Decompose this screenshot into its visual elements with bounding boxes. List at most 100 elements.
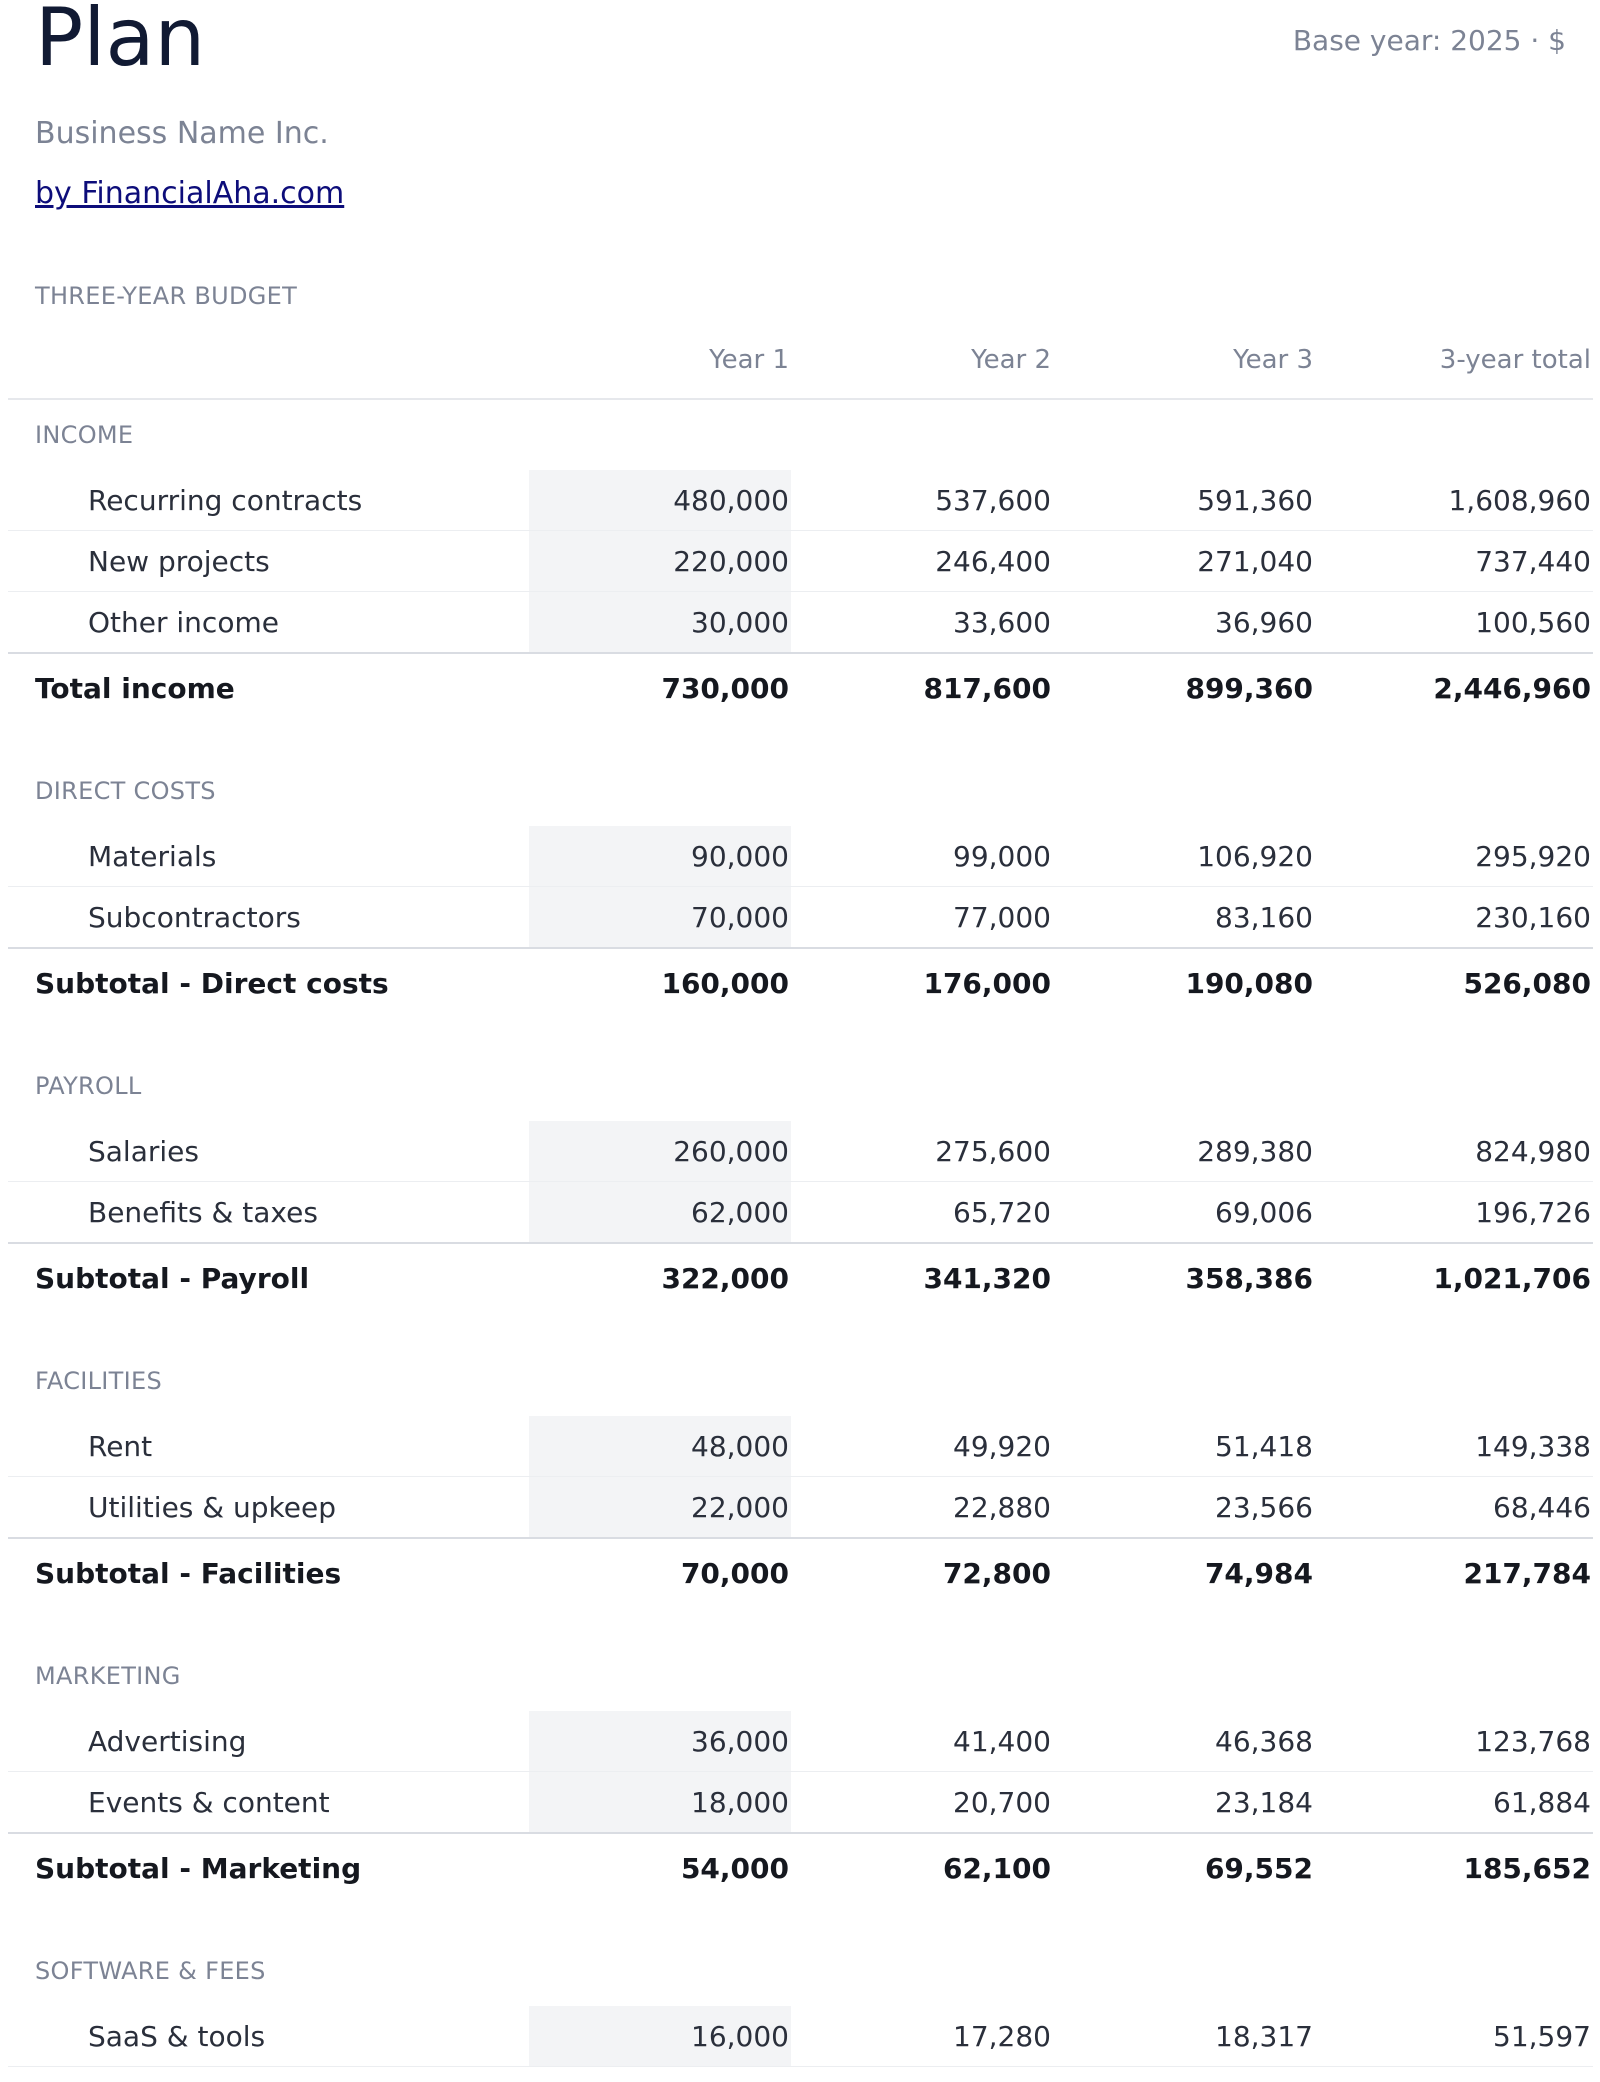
section-header-row: PAYROLL: [8, 1051, 1593, 1121]
cell-total: 68,446: [1493, 1490, 1591, 1524]
table-row: Benefits & taxes 62,000 65,720 69,006 196,72…: [8, 1182, 1593, 1244]
section-spacer: [8, 1607, 1593, 1641]
section-header: DIRECT COSTS: [35, 777, 216, 805]
cell-year-1[interactable]: 90,000: [529, 826, 791, 886]
section-header: PAYROLL: [35, 1072, 142, 1100]
cell-total: 1,608,960: [1448, 483, 1591, 517]
subtotal-label: Total income: [35, 671, 235, 705]
subtotal-total: 1,021,706: [1433, 1261, 1591, 1295]
row-label: Advertising: [88, 1724, 247, 1758]
section-spacer: [8, 1312, 1593, 1346]
subtotal-year-1: 160,000: [661, 966, 789, 1000]
cell-year-2: 20,700: [953, 1785, 1051, 1819]
byline-link[interactable]: by FinancialAha.com: [35, 176, 345, 211]
cell-year-3: 51,418: [1215, 1429, 1313, 1463]
table-row: Salaries 260,000 275,600 289,380 824,980: [8, 1121, 1593, 1182]
table-row: Events & content 18,000 20,700 23,184 61,884: [8, 1772, 1593, 1834]
cell-total: 61,884: [1493, 1785, 1591, 1819]
section-header-row: SOFTWARE & FEES: [8, 1936, 1593, 2006]
cell-year-2: 537,600: [935, 483, 1051, 517]
cell-total: 100,560: [1475, 605, 1591, 639]
subtotal-label: Subtotal - Marketing: [35, 1851, 362, 1885]
base-year-label: Base year: 2025 · $: [1292, 24, 1566, 57]
cell-year-1[interactable]: 30,000: [529, 592, 791, 652]
subtotal-label: Subtotal - Facilities: [35, 1556, 342, 1590]
cell-year-3: 36,960: [1215, 605, 1313, 639]
cell-year-1[interactable]: 22,000: [529, 1477, 791, 1537]
cell-year-1[interactable]: 62,000: [529, 1182, 791, 1242]
cell-year-2: 41,400: [953, 1724, 1051, 1758]
cell-year-1[interactable]: 220,000: [529, 531, 791, 591]
cell-year-3: 271,040: [1197, 544, 1313, 578]
table-caption: THREE-YEAR BUDGET: [35, 282, 298, 310]
table-row: Utilities & upkeep 22,000 22,880 23,566 68,4…: [8, 1477, 1593, 1539]
subtotal-year-3: 358,386: [1185, 1261, 1313, 1295]
cell-year-1[interactable]: 16,000: [529, 2006, 791, 2066]
column-header-year-3: Year 3: [1233, 345, 1313, 375]
cell-year-3: 23,184: [1215, 1785, 1313, 1819]
cell-total: 737,440: [1475, 544, 1591, 578]
section-spacer: [8, 722, 1593, 756]
row-label: Rent: [88, 1429, 153, 1463]
row-label: Utilities & upkeep: [88, 1490, 336, 1524]
subtotal-total: 185,652: [1463, 1851, 1591, 1885]
table-row: Materials 90,000 99,000 106,920 295,920: [8, 826, 1593, 887]
row-label: Benefits & taxes: [88, 1195, 318, 1229]
page-title: Plan: [35, 0, 206, 84]
subtotal-year-2: 817,600: [923, 671, 1051, 705]
cell-year-2: 275,600: [935, 1134, 1051, 1168]
table-header-row: Year 1 Year 2 Year 3 3-year total: [8, 322, 1593, 400]
row-label: Recurring contracts: [88, 483, 363, 517]
section-header-row: FACILITIES: [8, 1346, 1593, 1416]
cell-year-3: 23,566: [1215, 1490, 1313, 1524]
table-body: INCOME Recurring contracts 480,000 537,600 5…: [8, 400, 1593, 2067]
row-label: Materials: [88, 839, 217, 873]
table-row: Rent 48,000 49,920 51,418 149,338: [8, 1416, 1593, 1477]
subtotal-year-3: 74,984: [1204, 1556, 1313, 1590]
section-spacer: [8, 1902, 1593, 1936]
cell-year-1[interactable]: 18,000: [529, 1772, 791, 1832]
cell-year-3: 69,006: [1215, 1195, 1313, 1229]
cell-year-3: 46,368: [1215, 1724, 1313, 1758]
cell-year-1[interactable]: 260,000: [529, 1121, 791, 1181]
section-header-row: MARKETING: [8, 1641, 1593, 1711]
cell-total: 230,160: [1475, 900, 1591, 934]
subtotal-label: Subtotal - Payroll: [35, 1261, 310, 1295]
subtotal-row: Total income 730,000 817,600 899,360 2,446,9…: [8, 654, 1593, 722]
column-header-year-2: Year 2: [971, 345, 1051, 375]
cell-year-1[interactable]: 48,000: [529, 1416, 791, 1476]
row-label: SaaS & tools: [88, 2019, 266, 2053]
cell-year-2: 17,280: [953, 2019, 1051, 2053]
table-row: New projects 220,000 246,400 271,040 737,440: [8, 531, 1593, 592]
cell-year-3: 18,317: [1215, 2019, 1313, 2053]
cell-year-2: 77,000: [953, 900, 1051, 934]
cell-year-2: 49,920: [953, 1429, 1051, 1463]
section-header: SOFTWARE & FEES: [35, 1957, 266, 1985]
cell-year-1[interactable]: 70,000: [529, 887, 791, 947]
cell-year-3: 106,920: [1197, 839, 1313, 873]
cell-year-3: 289,380: [1197, 1134, 1313, 1168]
section-header: MARKETING: [35, 1662, 181, 1690]
budget-table: THREE-YEAR BUDGET Year 1 Year 2 Year 3 3…: [8, 270, 1593, 2067]
row-label: Other income: [88, 605, 279, 639]
business-name: Business Name Inc.: [35, 116, 329, 151]
section-spacer: [8, 1017, 1593, 1051]
table-row: Subcontractors 70,000 77,000 83,160 230,160: [8, 887, 1593, 949]
subtotal-label: Subtotal - Direct costs: [35, 966, 389, 1000]
cell-year-2: 246,400: [935, 544, 1051, 578]
subtotal-year-1: 730,000: [661, 671, 789, 705]
section-header-row: DIRECT COSTS: [8, 756, 1593, 826]
column-header-total: 3-year total: [1439, 345, 1591, 375]
subtotal-year-3: 899,360: [1185, 671, 1313, 705]
section-header-row: INCOME: [8, 400, 1593, 470]
subtotal-year-1: 322,000: [661, 1261, 789, 1295]
subtotal-year-3: 69,552: [1204, 1851, 1313, 1885]
cell-total: 295,920: [1475, 839, 1591, 873]
cell-year-1[interactable]: 36,000: [529, 1711, 791, 1771]
subtotal-total: 217,784: [1463, 1556, 1591, 1590]
cell-year-1[interactable]: 480,000: [529, 470, 791, 530]
subtotal-row: Subtotal - Direct costs 160,000 176,000 190…: [8, 949, 1593, 1017]
cell-total: 824,980: [1475, 1134, 1591, 1168]
cell-total: 51,597: [1493, 2019, 1591, 2053]
row-label: Salaries: [88, 1134, 199, 1168]
